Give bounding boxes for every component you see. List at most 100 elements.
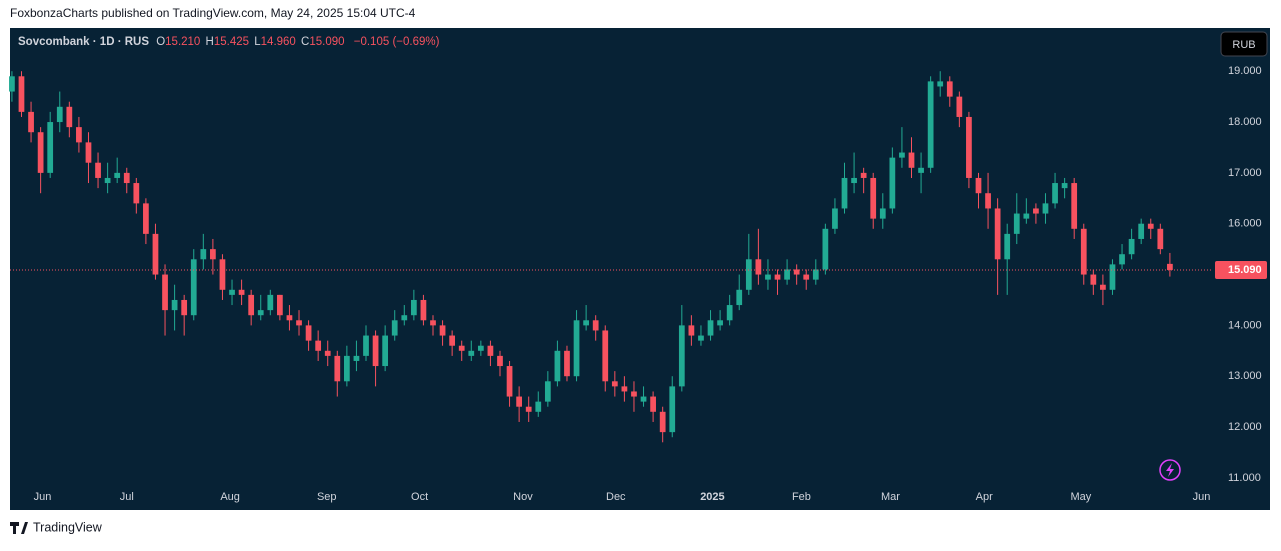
candles [9,71,1173,443]
candle-body [315,340,322,351]
candle-body [372,335,379,367]
candle-body [334,355,341,382]
candle-body [669,386,676,433]
candle-body [860,172,867,178]
candle-body [56,106,63,123]
legend: Sovcombank · 1D · RUS O15.210 H15.425 L1… [18,36,440,48]
candle-body [229,289,235,295]
candle-body [516,396,522,407]
candle-body [37,132,44,173]
candle-body [812,269,819,280]
candle-body [1138,223,1145,239]
candle-body [678,325,685,387]
currency-button[interactable] [1220,31,1268,57]
candle-body [975,177,982,194]
candle-body [343,355,350,382]
y-tick-label: 13.000 [1228,370,1262,382]
candle-body [238,289,245,295]
candle-body [497,355,503,367]
candle-body [822,228,829,270]
candle-body [18,76,25,112]
candle-body [248,294,255,316]
candle-body [1080,228,1087,275]
candle-body [946,81,953,97]
candle-body [966,116,972,178]
x-tick-label: 2025 [700,491,724,503]
y-tick-label: 17.000 [1228,167,1262,179]
legend-low: 14.960 [261,36,296,48]
candle-body [717,320,723,326]
candle-body [755,259,762,275]
x-tick-label: Jun [1193,491,1211,503]
candle-body [851,177,857,184]
candle-body [391,320,398,336]
candle-body [736,289,743,306]
candle-body [123,172,130,184]
candle-body [104,177,111,184]
candle-body [659,411,666,433]
candle-body [765,274,771,280]
x-tick-label: Oct [411,491,428,503]
candle-body [611,381,618,387]
alert-icon[interactable] [1159,459,1181,481]
candle-body [468,350,475,356]
candle-body [477,345,484,351]
candle-body [774,274,781,280]
candle-body [324,350,331,356]
legend-change: −0.105 (−0.69%) [354,36,440,48]
y-tick-label: 19.000 [1228,65,1262,77]
candle-body [219,259,226,290]
currency-label: RUB [1232,39,1255,51]
candle-body [564,350,570,377]
legend-high: 15.425 [214,36,249,48]
candle-body [1023,213,1030,219]
candle-body [554,350,561,382]
candle-body [9,76,15,92]
candle-body [707,320,714,336]
last-price-box [1215,260,1267,279]
x-tick-label: Feb [792,491,811,503]
candle-body [698,335,704,341]
candle-body [277,294,283,316]
candle-body [200,249,207,260]
candle-body [420,299,427,321]
candle-body [583,320,589,326]
candle-body [535,401,542,412]
candle-body [1071,183,1078,229]
candle-body [114,172,121,178]
x-tick-label: Dec [606,491,626,503]
y-tick-label: 11.000 [1228,472,1261,484]
candle-body [832,208,838,229]
candle-body [296,320,302,326]
candle-body [382,335,389,367]
last-price-label: 15.090 [1228,264,1262,276]
candle-body [449,335,456,346]
candle-body [47,122,54,173]
y-tick-label: 14.000 [1228,319,1262,331]
candle-body [430,320,436,326]
candle-body [286,315,293,321]
y-tick-label: 12.000 [1228,421,1262,433]
candle-body [688,325,695,336]
x-tick-label: Mar [881,491,900,503]
candle-body [918,167,924,173]
candle-body [133,183,140,204]
candle-body [1042,203,1049,214]
candle-body [1157,228,1164,250]
candle-body [927,81,934,168]
candle-body [1052,183,1058,204]
candle-body [363,335,369,356]
candle-body [1033,208,1039,214]
candle-body [889,157,896,209]
candle-body [210,249,216,260]
candle-body [602,330,609,382]
candle-body [1100,284,1106,290]
candle-body [458,345,465,351]
candle-body [190,259,197,316]
candle-body [937,81,944,87]
candle-body [631,391,637,397]
candle-body [985,193,991,209]
candle-body [841,177,848,209]
